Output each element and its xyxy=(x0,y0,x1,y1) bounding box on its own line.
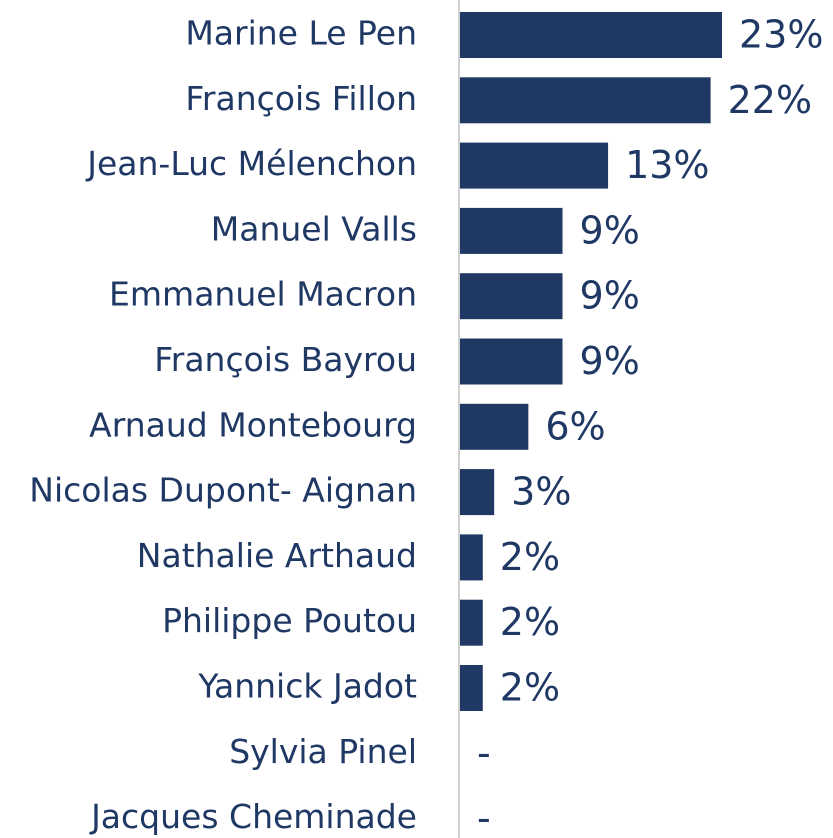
bar xyxy=(460,207,563,254)
category-label: Nathalie Arthaud xyxy=(137,536,417,575)
bar xyxy=(460,599,483,646)
bar xyxy=(460,469,495,516)
category-label: Marine Le Pen xyxy=(185,14,417,53)
value-label: 2% xyxy=(500,600,560,644)
value-label: 3% xyxy=(511,470,571,514)
category-label: Manuel Valls xyxy=(211,209,417,248)
bar xyxy=(460,338,563,385)
category-label: François Bayrou xyxy=(154,340,417,379)
value-label: 23% xyxy=(739,13,823,57)
category-label: Philippe Poutou xyxy=(162,601,417,640)
category-label: Jean-Luc Mélenchon xyxy=(85,144,417,183)
category-label: Nicolas Dupont- Aignan xyxy=(29,471,417,510)
bar xyxy=(460,142,609,189)
category-label: Jacques Cheminade xyxy=(89,797,417,836)
category-label: Arnaud Montebourg xyxy=(89,405,417,444)
value-label: - xyxy=(477,731,491,775)
value-label: 22% xyxy=(728,78,812,122)
bar xyxy=(460,273,563,320)
category-label: Sylvia Pinel xyxy=(229,732,417,771)
value-label: 2% xyxy=(500,666,560,710)
value-label: 2% xyxy=(500,535,560,579)
bar xyxy=(460,403,529,450)
category-label: Emmanuel Macron xyxy=(109,275,417,314)
bar xyxy=(460,12,722,58)
bar xyxy=(460,77,711,124)
value-label: 9% xyxy=(580,339,640,383)
value-label: 9% xyxy=(580,208,640,252)
value-label: - xyxy=(477,796,491,838)
value-label: 6% xyxy=(545,404,605,448)
bar xyxy=(460,534,483,581)
value-label: 9% xyxy=(580,274,640,318)
bar xyxy=(460,665,483,711)
category-label: François Fillon xyxy=(185,79,417,118)
value-label: 13% xyxy=(625,143,709,187)
category-label: Yannick Jadot xyxy=(197,667,417,706)
